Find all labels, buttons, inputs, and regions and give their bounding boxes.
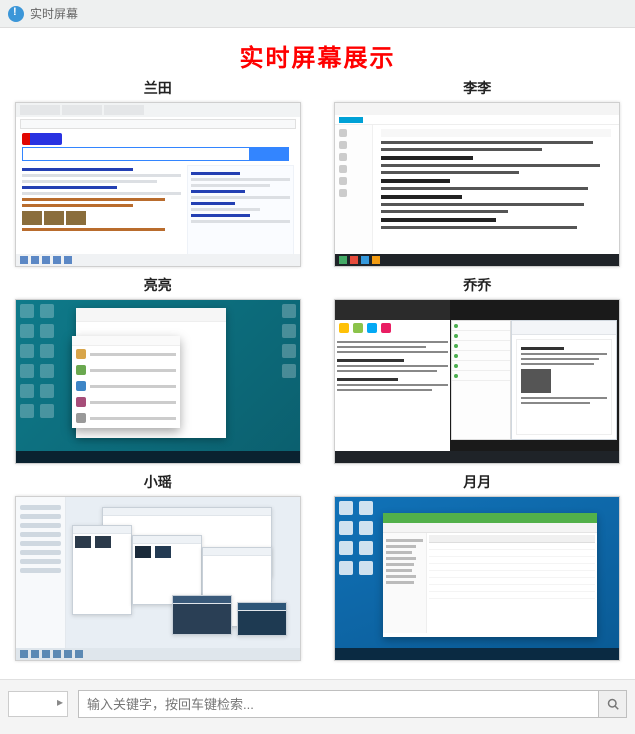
screen-thumbnail[interactable] xyxy=(334,496,620,661)
search-icon xyxy=(607,698,619,710)
header-title: 实时屏幕 xyxy=(30,5,78,22)
header-bar: 实时屏幕 xyxy=(0,0,635,28)
screen-cell[interactable]: 月月 xyxy=(332,472,624,661)
search-wrap xyxy=(78,690,627,718)
cell-label: 兰田 xyxy=(144,78,172,98)
cell-label: 亮亮 xyxy=(144,275,172,295)
screen-thumbnail[interactable] xyxy=(334,102,620,267)
screen-thumbnail[interactable] xyxy=(334,299,620,464)
cell-label: 月月 xyxy=(463,472,491,492)
screen-cell[interactable]: 乔乔 xyxy=(332,275,624,464)
screen-cell[interactable]: 亮亮 xyxy=(12,275,304,464)
search-button[interactable] xyxy=(598,691,626,717)
cell-label: 小瑶 xyxy=(144,472,172,492)
screen-cell[interactable]: 小瑶 xyxy=(12,472,304,661)
app-icon xyxy=(8,6,24,22)
page-title: 实时屏幕展示 xyxy=(0,28,635,78)
search-input[interactable] xyxy=(79,691,598,717)
screen-cell[interactable]: 兰田 xyxy=(12,78,304,267)
screen-thumbnail[interactable] xyxy=(15,102,301,267)
cell-label: 李李 xyxy=(463,78,491,98)
footer-dropdown[interactable] xyxy=(8,691,68,717)
footer xyxy=(0,679,635,734)
screen-cell[interactable]: 李李 xyxy=(332,78,624,267)
cell-label: 乔乔 xyxy=(463,275,491,295)
screen-thumbnail[interactable] xyxy=(15,496,301,661)
screen-thumbnail[interactable] xyxy=(15,299,301,464)
screen-grid: 兰田 xyxy=(0,78,635,679)
